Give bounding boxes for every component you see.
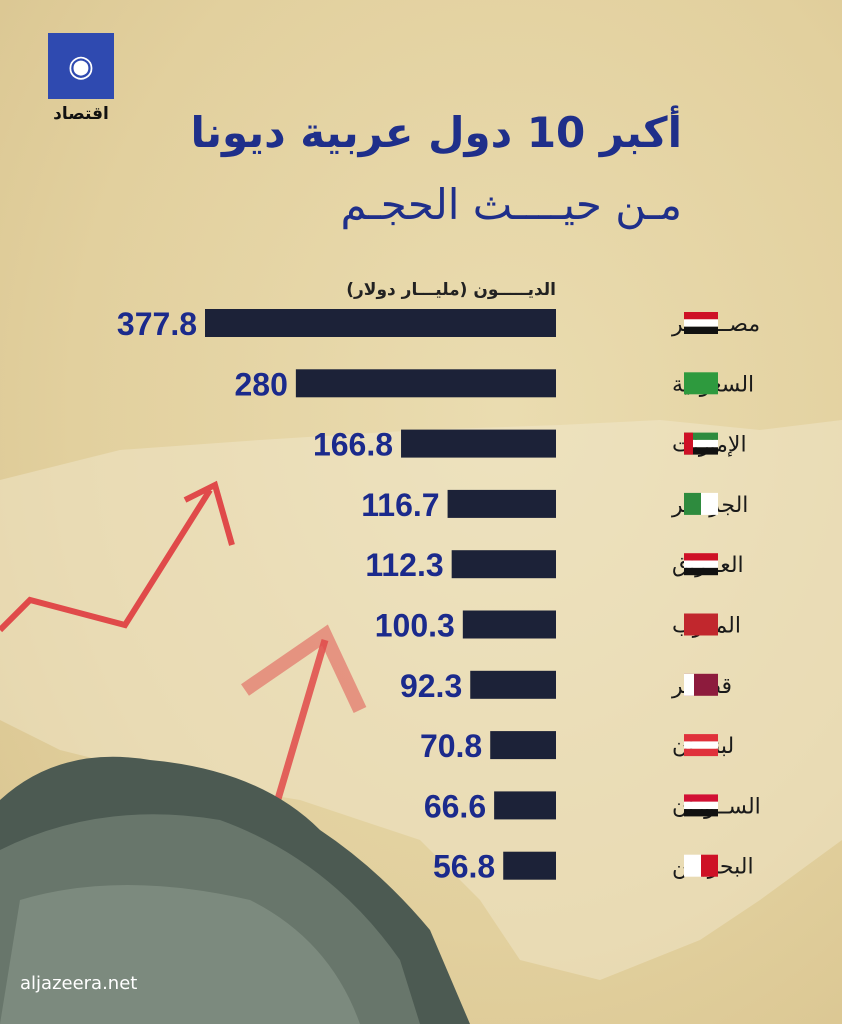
bar: [447, 489, 556, 518]
aljazeera-logo: ◉: [48, 33, 114, 99]
bar: [470, 670, 556, 699]
qatar-flag-icon: [684, 673, 718, 696]
value-label: 166.8: [313, 427, 393, 463]
value-label: 66.6: [424, 788, 486, 824]
bar: [490, 731, 556, 760]
bahrain-flag-icon: [684, 854, 718, 877]
bar: [401, 429, 556, 458]
title-line-1: أكبر 10 دول عربية ديونا: [190, 108, 682, 157]
arab-world-map-background: [0, 420, 842, 980]
bar-row-morocco: 100.3المغرب: [375, 608, 741, 644]
sudan-flag-icon: [684, 794, 718, 817]
iraq-flag-icon: [684, 553, 718, 576]
bar-row-algeria: 116.7الجزائــر: [361, 487, 748, 523]
bar: [462, 610, 556, 639]
axis-label: الديـــــون (مليـــار دولار): [346, 280, 556, 300]
egypt-flag-icon: [684, 312, 718, 334]
bar-row-iraq: 112.3العــراق: [365, 547, 743, 583]
bar-row-lebanon: 70.8لبنـــان: [420, 728, 734, 764]
algeria-flag-icon: [684, 492, 718, 515]
value-label: 112.3: [365, 547, 443, 583]
title-line-2: مـن حيــــث الحجـم: [340, 180, 682, 229]
value-label: 56.8: [433, 849, 495, 885]
value-label: 377.8: [117, 306, 197, 342]
bar-row-bahrain: 56.8البحريــن: [433, 849, 754, 885]
lebanon-flag-icon: [684, 734, 718, 757]
value-label: 70.8: [420, 728, 482, 764]
value-label: 92.3: [400, 668, 462, 704]
bar: [205, 309, 556, 337]
bar-row-egypt: 377.8مصـــــــر: [117, 306, 760, 342]
bar-row-sudan: 66.6الســودان: [424, 788, 761, 824]
logo-subtitle: اقتصاد: [53, 104, 109, 124]
bar: [295, 369, 556, 398]
value-label: 116.7: [361, 487, 439, 523]
bar-row-qatar: 92.3قطـــر: [400, 668, 732, 704]
bar: [503, 851, 556, 880]
bar: [451, 550, 556, 579]
morocco-flag-icon: [684, 613, 718, 636]
bar-row-uae: 166.8الإمارات: [313, 427, 747, 463]
bar-row-saudi-arabia: 280السعودية: [234, 366, 754, 402]
money-pile-image: [0, 756, 470, 1024]
saudi-arabia-flag-icon: [684, 372, 718, 395]
uae-flag-icon: [684, 432, 718, 455]
footer-url: aljazeera.net: [20, 973, 138, 994]
value-label: 280: [234, 366, 287, 402]
bar: [494, 791, 556, 820]
value-label: 100.3: [375, 608, 455, 644]
